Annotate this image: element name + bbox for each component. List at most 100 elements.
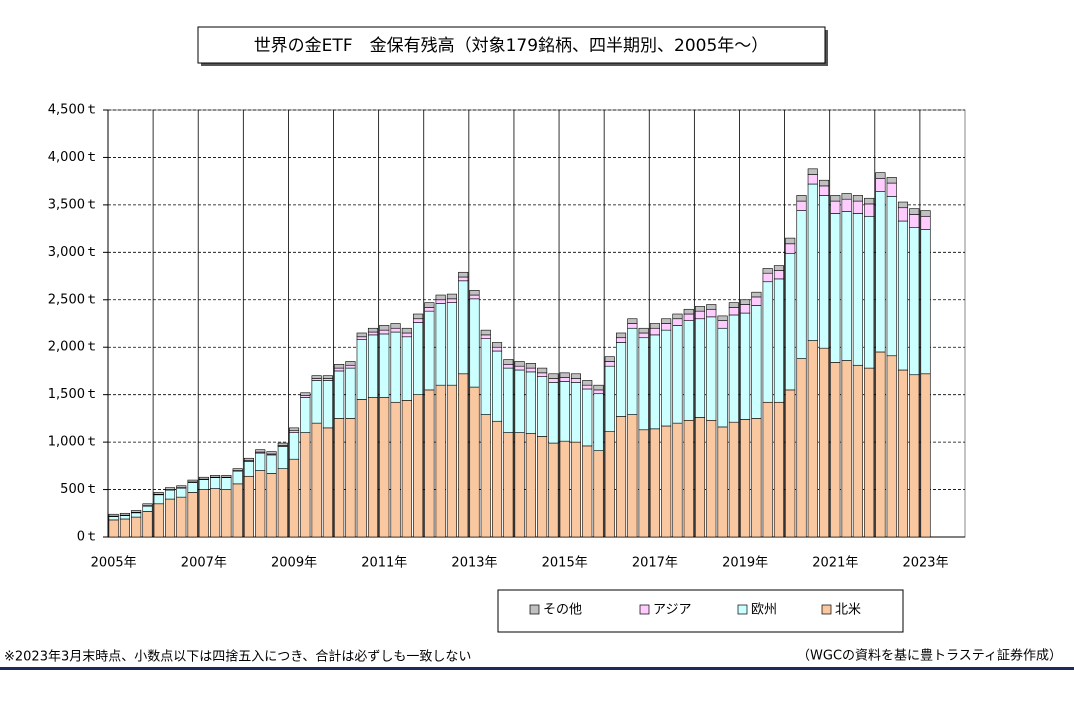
bar-segment — [548, 373, 559, 379]
bar-segment — [255, 470, 266, 538]
bar-segment — [649, 334, 660, 430]
x-tick-label: 2005年 — [91, 556, 137, 571]
bar-segment — [875, 178, 886, 192]
bar-segment — [616, 342, 627, 417]
bar-segment — [491, 350, 503, 422]
bar-segment — [153, 494, 164, 505]
bar-segment — [480, 338, 491, 415]
y-tick-label: 1,500ｔ — [48, 387, 98, 402]
bar-segment — [841, 211, 852, 361]
bar-segment — [661, 318, 672, 324]
bar-segment — [886, 177, 897, 184]
bar-segment — [762, 401, 773, 538]
bar-segment — [480, 329, 491, 336]
bar-segment — [446, 384, 457, 538]
bar-segment — [525, 367, 536, 373]
bar-segment — [537, 436, 548, 538]
legend-label: 欧州 — [751, 603, 777, 618]
bar-segment — [243, 475, 254, 538]
bar-segment — [920, 373, 931, 538]
bar-segment — [841, 360, 852, 538]
bar-segment — [897, 369, 909, 538]
bar-segment — [717, 315, 728, 321]
bar-segment — [221, 475, 232, 478]
bar-segment — [514, 361, 525, 367]
bar-segment — [413, 322, 424, 395]
bar-segment — [503, 432, 514, 538]
bar-segment — [356, 332, 367, 338]
bar-segment — [762, 268, 773, 274]
bar-segment — [221, 477, 232, 490]
bar-segment — [852, 364, 863, 538]
bar-segment — [424, 302, 435, 308]
bar-segment — [164, 498, 176, 538]
y-tick-label: 500ｔ — [60, 482, 98, 497]
bar-segment — [706, 419, 717, 538]
bar-segment — [819, 185, 830, 196]
legend-swatch — [639, 604, 650, 615]
bar-segment — [289, 458, 300, 538]
footnote: ※2023年3月末時点、小数点以下は四捨五入につき、合計は必ずしも一致しない — [4, 649, 471, 665]
bar-segment — [187, 492, 198, 538]
bar-segment — [548, 442, 559, 538]
bar-segment — [773, 270, 784, 280]
bar-segment — [142, 505, 153, 512]
bar-segment — [232, 468, 243, 471]
bar-segment — [582, 388, 593, 447]
bar-segment — [649, 327, 660, 336]
bar-segment — [548, 378, 559, 383]
bar-segment — [356, 339, 367, 400]
bar-segment — [345, 418, 356, 538]
bar-segment — [694, 306, 706, 312]
bar-segment — [728, 307, 739, 316]
bar-segment — [345, 361, 356, 366]
bar-segment — [198, 479, 209, 490]
bar-segment — [616, 337, 627, 343]
bar-segment — [909, 374, 920, 538]
bar-segment — [277, 442, 288, 446]
y-tick-label: 4,000ｔ — [48, 150, 98, 165]
bar-segment — [796, 200, 807, 211]
bar-segment — [300, 397, 311, 433]
bar-segment — [773, 278, 784, 403]
x-tick-label: 2023年 — [902, 556, 948, 571]
y-tick-label: 2,500ｔ — [48, 292, 98, 307]
bar-segment — [852, 200, 863, 214]
bar-segment — [367, 331, 379, 336]
bar-segment — [458, 271, 469, 278]
bar-segment — [920, 215, 931, 230]
bar-segment — [469, 294, 480, 300]
bar-segment — [762, 281, 773, 403]
y-tick-label: 0ｔ — [77, 530, 98, 545]
bar-segment — [819, 179, 830, 187]
bar-segment — [570, 373, 582, 379]
bar-segment — [570, 382, 582, 443]
bar-segment — [852, 213, 863, 366]
legend-label: その他 — [543, 603, 582, 618]
bar-segment — [762, 272, 773, 283]
bar-segment — [897, 201, 909, 209]
bar-segment — [345, 367, 356, 419]
bar-segment — [503, 359, 514, 365]
bar-segment — [266, 451, 277, 455]
bar-segment — [424, 310, 435, 391]
bar-segment — [593, 384, 604, 391]
bar-segment — [582, 384, 593, 390]
bar-segment — [424, 389, 435, 538]
bar-segment — [469, 386, 480, 538]
bar-segment — [514, 369, 525, 433]
bar-segment — [458, 280, 469, 375]
bar-segment — [435, 299, 446, 304]
bar-segment — [266, 454, 277, 474]
bar-segment — [401, 327, 412, 334]
bar-segment — [435, 303, 446, 386]
bar-segment — [379, 329, 390, 335]
bar-segment — [379, 333, 390, 398]
bar-segment — [672, 313, 683, 320]
bar-segment — [796, 358, 807, 538]
bar-segment — [740, 312, 751, 420]
bar-segment — [785, 243, 796, 254]
bar-segment — [661, 329, 672, 427]
bar-segment — [390, 401, 401, 538]
bar-segment — [401, 336, 412, 401]
